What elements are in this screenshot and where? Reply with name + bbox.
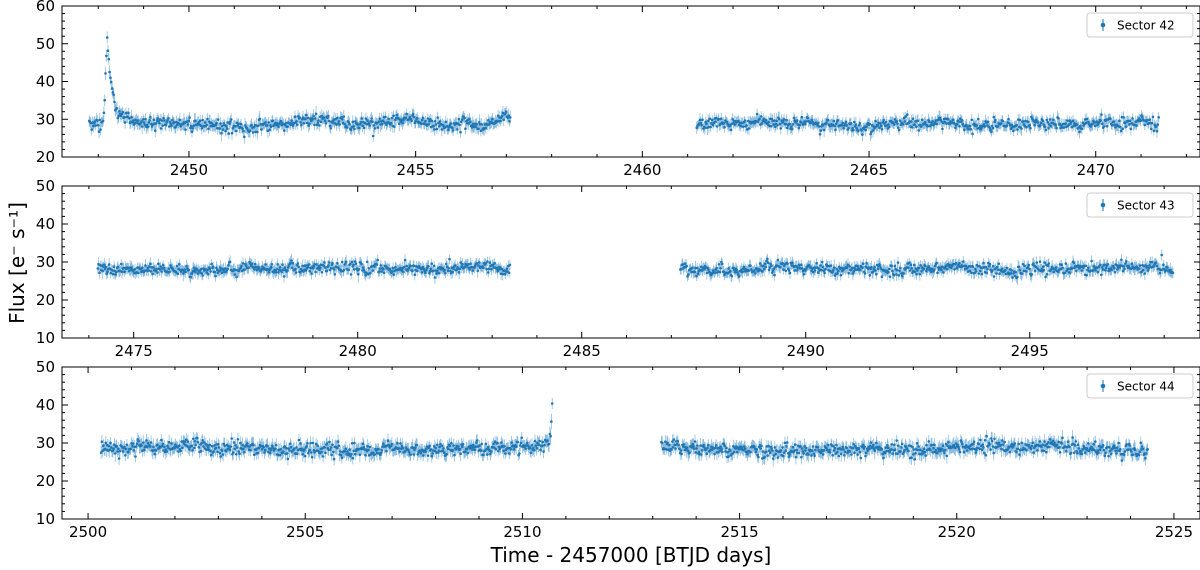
x-tick-label: 2495 <box>1011 342 1049 360</box>
data-markers-segment-2 <box>695 112 1160 136</box>
y-tick-label: 40 <box>36 215 55 233</box>
data-points <box>96 249 1175 285</box>
legend: Sector 43 <box>1086 192 1194 218</box>
y-tick-label: 30 <box>36 434 55 452</box>
axes-frame <box>61 185 1200 339</box>
legend-label: Sector 43 <box>1117 199 1175 213</box>
x-tick-label: 2515 <box>720 523 758 541</box>
y-tick-label: 20 <box>36 291 55 309</box>
y-tick-label: 30 <box>36 110 55 128</box>
y-tick-label: 20 <box>36 148 55 166</box>
data-markers-segment-1 <box>87 36 512 139</box>
legend-label: Sector 42 <box>1117 19 1175 33</box>
y-tick-label: 50 <box>36 358 55 376</box>
y-tick-label: 40 <box>36 73 55 91</box>
x-tick-label: 2500 <box>69 523 107 541</box>
x-tick-label: 2455 <box>397 161 435 179</box>
y-tick-label: 60 <box>36 0 55 15</box>
x-axis-label: Time - 2457000 [BTJD days] <box>490 543 772 567</box>
y-tick-label: 10 <box>36 329 55 347</box>
x-tick-label: 2475 <box>115 342 153 360</box>
data-markers-segment-2 <box>679 253 1175 280</box>
legend-marker <box>1100 202 1106 208</box>
axes-frame <box>61 5 1200 158</box>
x-tick-label: 2485 <box>563 342 601 360</box>
data-markers-segment-1 <box>99 402 554 461</box>
x-tick-label: 2450 <box>170 161 208 179</box>
data-points <box>87 31 1160 144</box>
x-tick-label: 2460 <box>623 161 661 179</box>
x-tick-label: 2520 <box>938 523 976 541</box>
x-tick-label: 2490 <box>787 342 825 360</box>
y-tick-label: 50 <box>36 177 55 195</box>
legend: Sector 44 <box>1086 373 1194 399</box>
data-markers-segment-2 <box>660 434 1149 462</box>
legend-marker <box>1100 22 1106 28</box>
legend: Sector 42 <box>1086 12 1194 38</box>
y-tick-label: 20 <box>36 472 55 490</box>
y-axis-label: Flux [e⁻ s⁻¹] <box>5 202 29 324</box>
y-tick-label: 40 <box>36 396 55 414</box>
panel-3: 2500 2505 2510 2515 2520 2525 10 20 30 40 50 Sector… <box>36 358 1200 541</box>
data-points <box>99 398 1149 467</box>
x-tick-label: 2505 <box>286 523 324 541</box>
x-tick-label: 2525 <box>1155 523 1193 541</box>
y-tick-label: 50 <box>36 35 55 53</box>
x-tick-label: 2510 <box>503 523 541 541</box>
data-markers-segment-1 <box>96 257 512 279</box>
panel-2: 2475 2480 2485 2490 2495 10 20 30 40 50 Sector 43 <box>36 177 1200 360</box>
panel-1: 2450 2455 2460 2465 2470 20 30 40 50 60 Sector 42 <box>36 0 1200 179</box>
x-tick-label: 2480 <box>339 342 377 360</box>
y-tick-label: 30 <box>36 253 55 271</box>
legend-label: Sector 44 <box>1117 380 1175 394</box>
x-tick-label: 2470 <box>1077 161 1115 179</box>
y-tick-label: 10 <box>36 510 55 528</box>
legend-marker <box>1100 383 1106 389</box>
x-tick-label: 2465 <box>850 161 888 179</box>
